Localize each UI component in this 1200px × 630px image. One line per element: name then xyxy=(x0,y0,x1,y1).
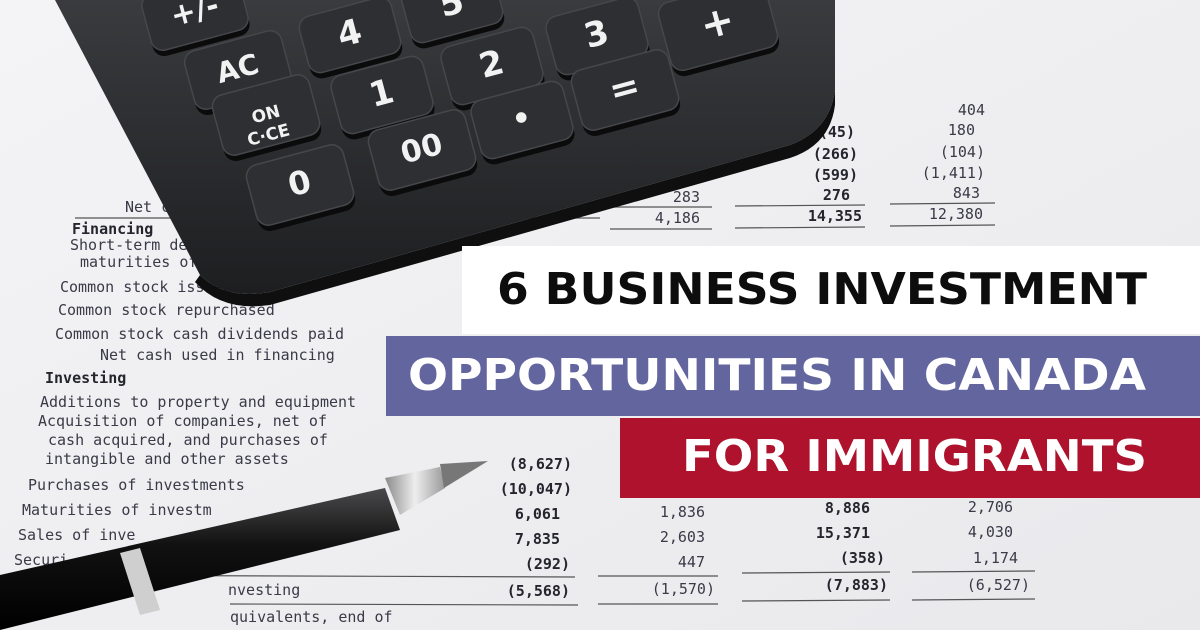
statement-number: (7,883) xyxy=(825,576,888,594)
key-cap xyxy=(367,109,477,191)
statement-number: 1,174 xyxy=(973,549,1018,567)
calculator-key: 0 xyxy=(245,144,356,231)
statement-number: (6,527) xyxy=(967,576,1030,594)
statement-label: Financing xyxy=(72,220,153,238)
key-cap xyxy=(400,0,504,44)
pen xyxy=(0,461,488,630)
calculator-key: 5 xyxy=(400,0,505,49)
statement-label: Additions to property and equipment xyxy=(40,393,356,411)
statement-number: 7,835 xyxy=(515,530,560,548)
key-cap xyxy=(470,80,574,160)
key-cap xyxy=(298,0,402,74)
calculator-key: 4 xyxy=(298,0,403,79)
statement-number: 404 xyxy=(958,101,985,119)
statement-number: (599) xyxy=(813,166,858,184)
statement-number: (5,568) xyxy=(507,582,570,600)
statement-number: (358) xyxy=(840,549,885,567)
statement-label: Acquisition of companies, net of xyxy=(38,412,327,430)
statement-number: 15,371 xyxy=(816,524,870,542)
pen-barrel xyxy=(0,488,400,630)
statement-number: 276 xyxy=(823,186,850,204)
statement-number: 6,061 xyxy=(515,505,560,523)
headline-line: OPPORTUNITIES IN CANADA xyxy=(408,350,1146,401)
calculator-key: 00 xyxy=(367,109,478,196)
statement-label: Investing xyxy=(45,369,126,387)
key-cap xyxy=(211,74,321,156)
pen-ring xyxy=(120,548,160,615)
headline-band-white xyxy=(462,246,1200,334)
calculator-key: + xyxy=(657,0,780,77)
statement-label: Maturities of investm xyxy=(22,501,212,519)
statement-number: 14,355 xyxy=(808,207,862,225)
key-cap xyxy=(141,0,249,52)
statement-label: quivalents, end of xyxy=(230,608,393,626)
statement-label: Common stock cash dividends paid xyxy=(55,325,344,343)
calculator-key: = xyxy=(570,49,681,136)
statement-label: intangible and other assets xyxy=(45,450,289,468)
headline-line: FOR IMMIGRANTS xyxy=(682,431,1147,482)
statement-label: Short-term de xyxy=(70,236,187,254)
statement-number: (1,411) xyxy=(922,164,985,182)
statement-number: 447 xyxy=(678,553,705,571)
statement-number: 8,886 xyxy=(825,499,870,517)
statement-number: (10,047) xyxy=(500,480,572,498)
statement-label: maturities of 9 xyxy=(80,253,215,271)
statement-number: 283 xyxy=(673,188,700,206)
statement-label: nvesting xyxy=(228,581,300,599)
headline-line: 6 BUSINESS INVESTMENT xyxy=(497,264,1147,315)
statement-number: 12,380 xyxy=(929,205,983,223)
calculator-key: +/- xyxy=(141,0,250,57)
pen-tip xyxy=(385,467,445,515)
statement-number: 180 xyxy=(948,121,975,139)
statement-number: 4,186 xyxy=(655,209,700,227)
statement-label: Purchases of investments xyxy=(28,476,245,494)
statement-label: Sales of inve xyxy=(18,526,135,544)
headline-band-purple xyxy=(386,336,1200,416)
calculator-key: • xyxy=(470,80,575,165)
key-cap xyxy=(245,144,355,226)
statement-number: (266) xyxy=(813,145,858,163)
headline-band-red xyxy=(620,418,1200,498)
statement-number: 2,706 xyxy=(968,498,1013,516)
statement-number: (8,627) xyxy=(509,455,572,473)
statement-number: (104) xyxy=(940,143,985,161)
statement-label: cash acquired, and purchases of xyxy=(48,431,328,449)
key-cap xyxy=(330,55,434,135)
statement-label: Common stock issued xyxy=(60,278,232,296)
statement-number: 2,603 xyxy=(660,528,705,546)
pen-point xyxy=(440,461,488,488)
statement-number: 1,836 xyxy=(660,503,705,521)
calculator-key: 1 xyxy=(330,55,435,140)
statement-label: Net cash used in financing xyxy=(100,346,335,364)
calculator-key: ON xyxy=(211,74,322,161)
statement-number: (1,570) xyxy=(652,580,715,598)
key-cap xyxy=(570,49,680,131)
statement-label: Common stock repurchased xyxy=(58,301,275,319)
statement-number: 4,030 xyxy=(968,523,1013,541)
statement-number: (292) xyxy=(525,555,570,573)
statement-number: 843 xyxy=(953,184,980,202)
key-cap xyxy=(657,0,779,72)
